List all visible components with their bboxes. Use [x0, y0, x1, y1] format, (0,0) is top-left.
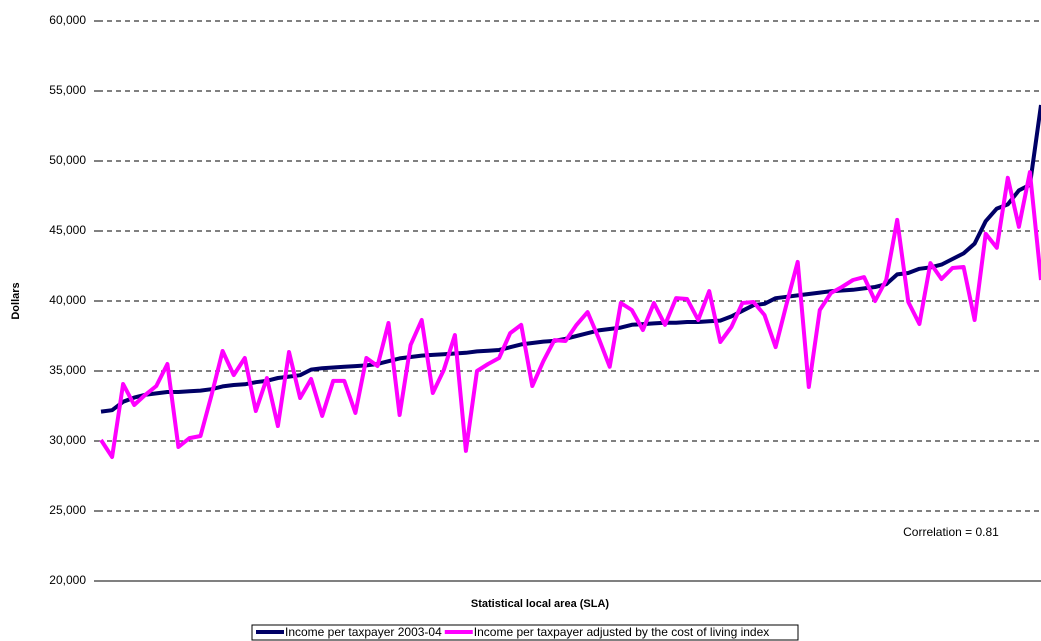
y-tick-label: 50,000: [49, 153, 86, 167]
y-tick-label: 30,000: [49, 433, 86, 447]
legend-label: Income per taxpayer adjusted by the cost…: [474, 625, 770, 639]
legend: Income per taxpayer 2003-04 Income per ta…: [251, 624, 799, 641]
annotation: Correlation = 0.81: [903, 525, 999, 539]
y-tick-label: 20,000: [49, 573, 86, 587]
y-tick-label: 45,000: [49, 223, 86, 237]
y-tick-label: 60,000: [49, 13, 86, 27]
data-line: [99, 170, 1041, 459]
legend-box: [251, 624, 799, 641]
y-tick-label: 55,000: [49, 83, 86, 97]
y-axis-label: Dollars: [10, 282, 22, 319]
y-tick-label: 25,000: [49, 503, 86, 517]
x-axis-label: Statistical local area (SLA): [471, 598, 609, 610]
y-tick-label: 40,000: [49, 293, 86, 307]
y-tick-label: 35,000: [49, 363, 86, 377]
legend-label: Income per taxpayer 2003-04: [285, 625, 442, 639]
